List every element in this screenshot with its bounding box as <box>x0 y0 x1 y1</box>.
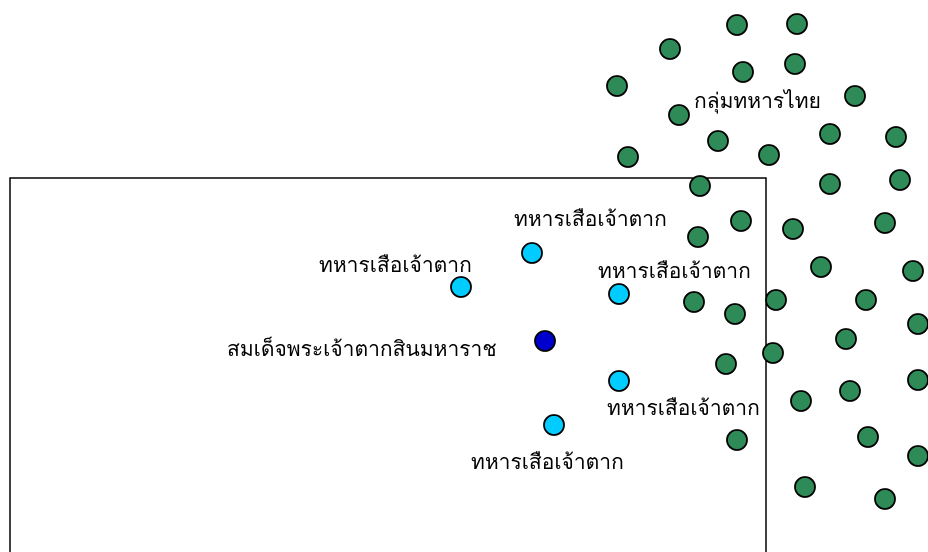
thai-army-dot <box>907 369 928 391</box>
thai-army-dot <box>687 226 709 248</box>
thai-army-dot <box>885 126 907 148</box>
thai-army-label: กลุ่มทหารไทย <box>694 89 821 114</box>
soldier-label: ทหารเสือเจ้าตาก <box>471 450 624 474</box>
thai-army-dot <box>902 260 924 282</box>
thai-army-dot <box>726 429 748 451</box>
thai-army-dot <box>874 488 896 510</box>
thai-army-dot <box>855 289 877 311</box>
thai-army-dot <box>907 445 928 467</box>
tiger-soldier-dot <box>608 370 630 392</box>
thai-army-dot <box>786 13 808 35</box>
tiger-soldier-dot <box>608 283 630 305</box>
thai-army-dot <box>715 353 737 375</box>
thai-army-dot <box>810 256 832 278</box>
thai-army-dot <box>819 123 841 145</box>
thai-army-dot <box>683 291 705 313</box>
thai-army-dot <box>857 426 879 448</box>
thai-army-dot <box>732 61 754 83</box>
thai-army-dot <box>606 75 628 97</box>
thai-army-dot <box>765 289 787 311</box>
thai-army-group <box>606 13 928 510</box>
king-dot <box>534 330 556 352</box>
camp-boundary <box>9 177 767 552</box>
tiger-soldier-dot <box>521 242 543 264</box>
thai-army-dot <box>668 104 690 126</box>
thai-army-dot <box>784 53 806 75</box>
thai-army-dot <box>617 146 639 168</box>
thai-army-dot <box>874 212 896 234</box>
soldier-label: ทหารเสือเจ้าตาก <box>319 253 472 277</box>
soldier-label: ทหารเสือเจ้าตาก <box>598 259 751 283</box>
thai-army-dot <box>762 342 784 364</box>
soldier-label: ทหารเสือเจ้าตาก <box>514 207 667 231</box>
thai-army-dot <box>726 14 748 36</box>
thai-army-dot <box>782 218 804 240</box>
thai-army-dot <box>819 173 841 195</box>
thai-army-dot <box>659 38 681 60</box>
thai-army-dot <box>724 303 746 325</box>
thai-army-dot <box>907 313 928 335</box>
thai-army-dot <box>707 130 729 152</box>
king-label: สมเด็จพระเจ้าตากสินมหาราช <box>227 335 497 361</box>
tiger-soldier-dot <box>543 414 565 436</box>
thai-army-dot <box>758 144 780 166</box>
soldier-label: ทหารเสือเจ้าตาก <box>607 396 760 420</box>
thai-army-dot <box>730 210 752 232</box>
thai-army-dot <box>794 476 816 498</box>
thai-army-dot <box>790 390 812 412</box>
thai-army-dot <box>839 380 861 402</box>
thai-army-dot <box>844 85 866 107</box>
thai-army-dot <box>689 175 711 197</box>
thai-army-dot <box>835 328 857 350</box>
thai-army-dot <box>889 169 911 191</box>
tiger-soldier-dot <box>450 276 472 298</box>
